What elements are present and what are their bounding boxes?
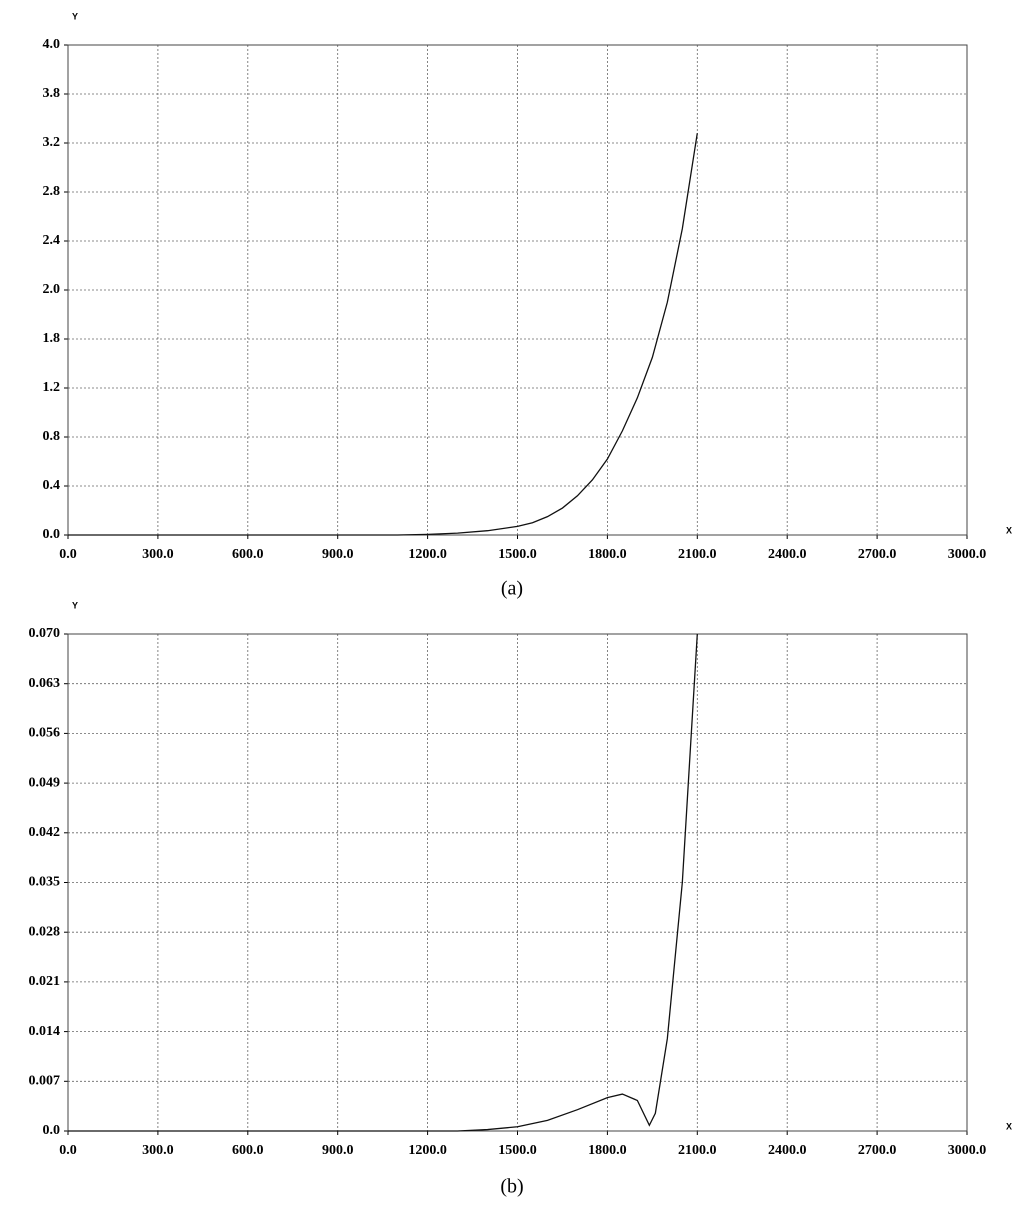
x-tick-label: 600.0: [232, 1143, 264, 1158]
x-tick-label: 3000.0: [948, 1143, 987, 1158]
x-tick-label: 2700.0: [858, 547, 897, 562]
plot-frame: [67, 633, 968, 1132]
x-tick-label: 900.0: [322, 547, 354, 562]
plot-frame: [67, 44, 968, 536]
x-tick-label: 2400.0: [768, 547, 807, 562]
y-tick-label: 0.063: [29, 676, 61, 691]
x-axis-label: X: [1006, 1121, 1012, 1131]
y-tick-label: 3.2: [43, 135, 61, 150]
x-tick-label: 3000.0: [948, 547, 987, 562]
caption: (a): [501, 578, 523, 600]
x-tick-label: 1200.0: [408, 1143, 447, 1158]
x-tick-label: 1200.0: [408, 547, 447, 562]
x-tick-label: 900.0: [322, 1143, 354, 1158]
x-tick-label: 1500.0: [498, 547, 537, 562]
x-tick-label: 1500.0: [498, 1143, 537, 1158]
x-axis-label: X: [1006, 525, 1012, 535]
y-tick-label: 0.007: [29, 1074, 61, 1089]
data-line: [68, 133, 698, 536]
y-tick-label: 0.014: [29, 1024, 61, 1039]
x-tick-label: 300.0: [142, 547, 174, 562]
x-tick-label: 2400.0: [768, 1143, 807, 1158]
x-tick-label: 300.0: [142, 1143, 174, 1158]
x-tick-label: 0.0: [59, 547, 77, 562]
y-tick-label: 3.8: [43, 86, 61, 101]
x-tick-label: 600.0: [232, 547, 264, 562]
y-axis-label: Y: [72, 11, 78, 21]
y-tick-label: 0.028: [29, 924, 61, 939]
y-tick-label: 0.8: [43, 429, 61, 444]
x-tick-label: 2100.0: [678, 1143, 717, 1158]
data-line: [68, 633, 698, 1132]
y-tick-label: 2.4: [43, 233, 61, 248]
y-tick-label: 4.0: [43, 37, 61, 52]
y-tick-label: 0.070: [29, 626, 61, 641]
y-tick-label: 0.042: [29, 825, 61, 840]
y-tick-label: 0.4: [43, 478, 61, 493]
y-tick-label: 0.021: [29, 974, 61, 989]
y-tick-label: 2.8: [43, 184, 61, 199]
y-tick-label: 0.0: [43, 527, 61, 542]
caption: (b): [500, 1176, 523, 1198]
y-tick-label: 1.8: [43, 331, 61, 346]
x-tick-label: 1800.0: [588, 1143, 627, 1158]
y-tick-label: 0.049: [29, 775, 61, 790]
x-tick-label: 2100.0: [678, 547, 717, 562]
y-axis-label: Y: [72, 600, 78, 610]
y-tick-label: 2.0: [43, 282, 61, 297]
y-tick-label: 0.035: [29, 875, 61, 890]
y-tick-label: 0.0: [43, 1123, 61, 1138]
x-tick-label: 2700.0: [858, 1143, 897, 1158]
y-tick-label: 1.2: [43, 380, 61, 395]
x-tick-label: 0.0: [59, 1143, 77, 1158]
x-tick-label: 1800.0: [588, 547, 627, 562]
y-tick-label: 0.056: [29, 726, 61, 741]
